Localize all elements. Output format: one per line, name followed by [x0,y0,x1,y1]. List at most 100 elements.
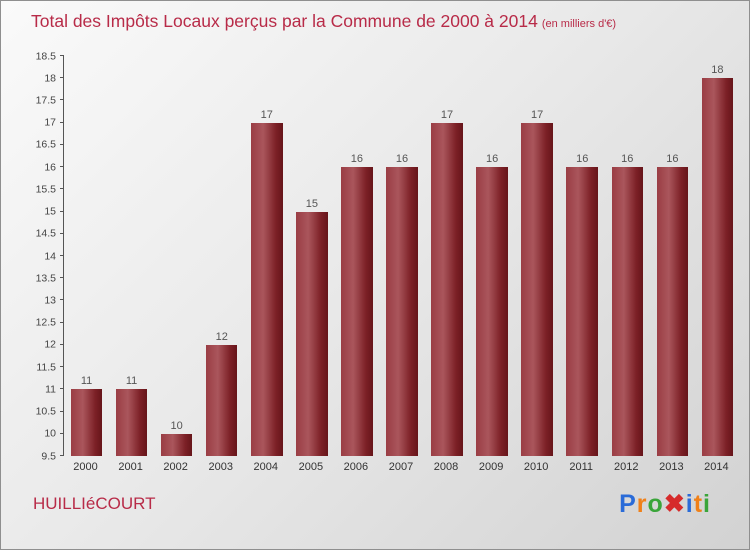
bar-value-label: 15 [305,197,318,210]
bar-2002 [160,433,193,456]
bar-column: 17 [515,56,560,456]
chart-title-text: Total des Impôts Locaux perçus par la Co… [31,11,538,31]
bar-value-label: 16 [395,153,409,166]
y-tick-label: 15.5 [35,183,56,196]
bar-column: 10 [154,56,199,456]
bar-column: 16 [605,56,650,456]
y-tick-mark [60,255,64,256]
bar-2005 [296,211,328,456]
bar-value-label: 18 [711,64,724,77]
x-axis-label: 2014 [704,461,729,473]
y-tick-label: 12.5 [35,316,56,329]
y-tick-mark [60,77,64,79]
x-axis-label: 2000 [73,461,98,473]
bar-2000 [70,389,103,456]
bar-2007 [386,167,418,456]
y-tick-mark [60,455,64,456]
y-tick-label: 16.5 [35,138,56,151]
y-tick-label: 15 [44,205,56,218]
x-axis-label: 2003 [208,461,233,473]
bar-2014 [701,78,734,456]
y-tick-label: 18.5 [35,49,56,62]
x-axis-label: 2001 [118,461,143,473]
y-tick-label: 17 [44,116,56,129]
bar-column: 16 [470,56,515,456]
y-tick-label: 10.5 [35,405,56,418]
bar-2009 [476,167,508,456]
bar-value-label: 16 [350,153,364,166]
y-tick-label: 9.5 [41,449,56,462]
bar-2011 [566,167,598,456]
bar-2013 [656,167,689,456]
y-tick-label: 13.5 [35,271,56,284]
y-tick-mark [60,166,64,168]
y-tick-label: 14 [44,249,56,262]
logo-letter: r [636,490,648,518]
bar-column: 18 [695,56,740,456]
bar-value-label: 17 [440,108,454,121]
y-tick-mark [60,388,64,390]
y-tick-label: 16 [44,160,56,173]
logo-letter: i [703,490,711,518]
logo-letter: P [619,490,637,518]
bar-column: 11 [64,56,109,456]
bar-value-label: 10 [170,419,183,432]
y-tick-mark [60,432,64,434]
x-axis-labels: 2000 2001 2002 2003 2004 2005 2006 2007 2008 2009… [63,461,739,473]
bar-2012 [611,167,644,456]
bar-2004 [251,122,283,456]
x-axis-label: 2010 [523,461,549,473]
bar-value-label: 16 [485,153,499,166]
bar-column: 16 [334,56,379,456]
x-axis-label: 2008 [433,461,459,473]
x-axis-label: 2006 [343,461,369,473]
bar-value-label: 11 [125,375,138,388]
y-tick-mark [60,321,64,323]
bars: 11 11 10 12 17 15 16 16 17 16 17 16 16 16 18 [64,56,740,456]
bar-column: 11 [109,56,154,456]
y-tick-mark [60,121,64,123]
y-tick-label: 10 [44,427,56,440]
y-tick-label: 18 [44,71,56,84]
y-tick-mark [60,366,64,368]
x-axis-label: 2009 [478,461,504,473]
y-tick-label: 11 [45,383,56,396]
bar-value-label: 16 [576,153,589,166]
chart-title: Total des Impôts Locaux perçus par la Co… [31,11,616,32]
y-tick-label: 13 [44,294,56,307]
y-tick-mark [60,343,64,345]
chart-title-unit: (en milliers d'€) [541,18,617,30]
y-tick-label: 12 [44,338,56,351]
bar-value-label: 16 [621,153,634,166]
logo-letter: ✖ [663,490,686,518]
x-axis-label: 2011 [569,461,594,473]
x-axis-label: 2013 [659,461,684,473]
bar-value-label: 12 [215,330,228,343]
bar-2006 [341,167,373,456]
logo-letter: o [647,490,664,518]
y-tick-label: 11.5 [36,360,56,373]
bar-column: 17 [425,56,470,456]
y-tick-mark [60,210,64,212]
bar-2001 [115,389,148,456]
commune-name: HUILLIéCOURT [33,494,156,513]
bar-column: 15 [289,56,334,456]
y-tick-mark [60,99,64,101]
x-axis-label: 2005 [298,461,324,473]
y-tick-mark [60,299,64,301]
x-axis-label: 2007 [388,461,414,473]
bar-value-label: 17 [260,108,273,121]
logo-letter: i [685,490,694,518]
bar-column: 12 [199,56,244,456]
y-tick-mark [60,277,64,279]
x-axis-label: 2004 [253,461,279,473]
y-tick-mark [60,188,64,190]
bar-2010 [521,122,553,456]
bar-column: 17 [244,56,289,456]
y-tick-mark [60,55,64,56]
bar-column: 16 [560,56,605,456]
bar-value-label: 17 [531,108,544,121]
proxiti-logo[interactable]: Pro✖iti [619,489,711,519]
bar-2003 [205,344,238,456]
logo-letter: t [693,490,704,518]
